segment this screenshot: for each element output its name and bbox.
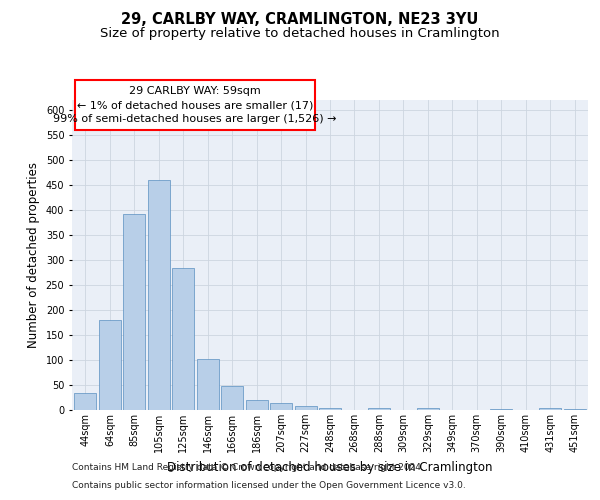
Text: 99% of semi-detached houses are larger (1,526) →: 99% of semi-detached houses are larger (… [53, 114, 337, 124]
Bar [295, 406, 317, 410]
Bar [172, 268, 194, 410]
Text: Contains HM Land Registry data © Crown copyright and database right 2024.: Contains HM Land Registry data © Crown c… [72, 464, 424, 472]
Text: ← 1% of detached houses are smaller (17): ← 1% of detached houses are smaller (17) [77, 100, 313, 110]
Bar [417, 408, 439, 410]
Bar [368, 408, 390, 410]
X-axis label: Distribution of detached houses by size in Cramlington: Distribution of detached houses by size … [167, 460, 493, 473]
Bar [148, 180, 170, 410]
Bar [245, 400, 268, 410]
Bar [124, 214, 145, 410]
Bar [539, 408, 561, 410]
Text: 29, CARLBY WAY, CRAMLINGTON, NE23 3YU: 29, CARLBY WAY, CRAMLINGTON, NE23 3YU [121, 12, 479, 28]
Bar [319, 408, 341, 410]
Text: Contains public sector information licensed under the Open Government Licence v3: Contains public sector information licen… [72, 481, 466, 490]
Bar [270, 403, 292, 410]
Bar [74, 392, 97, 410]
Bar [197, 359, 219, 410]
Bar [490, 408, 512, 410]
Bar [563, 408, 586, 410]
Bar [221, 386, 243, 410]
Y-axis label: Number of detached properties: Number of detached properties [27, 162, 40, 348]
Text: Size of property relative to detached houses in Cramlington: Size of property relative to detached ho… [100, 28, 500, 40]
Bar [99, 320, 121, 410]
Text: 29 CARLBY WAY: 59sqm: 29 CARLBY WAY: 59sqm [129, 86, 261, 96]
